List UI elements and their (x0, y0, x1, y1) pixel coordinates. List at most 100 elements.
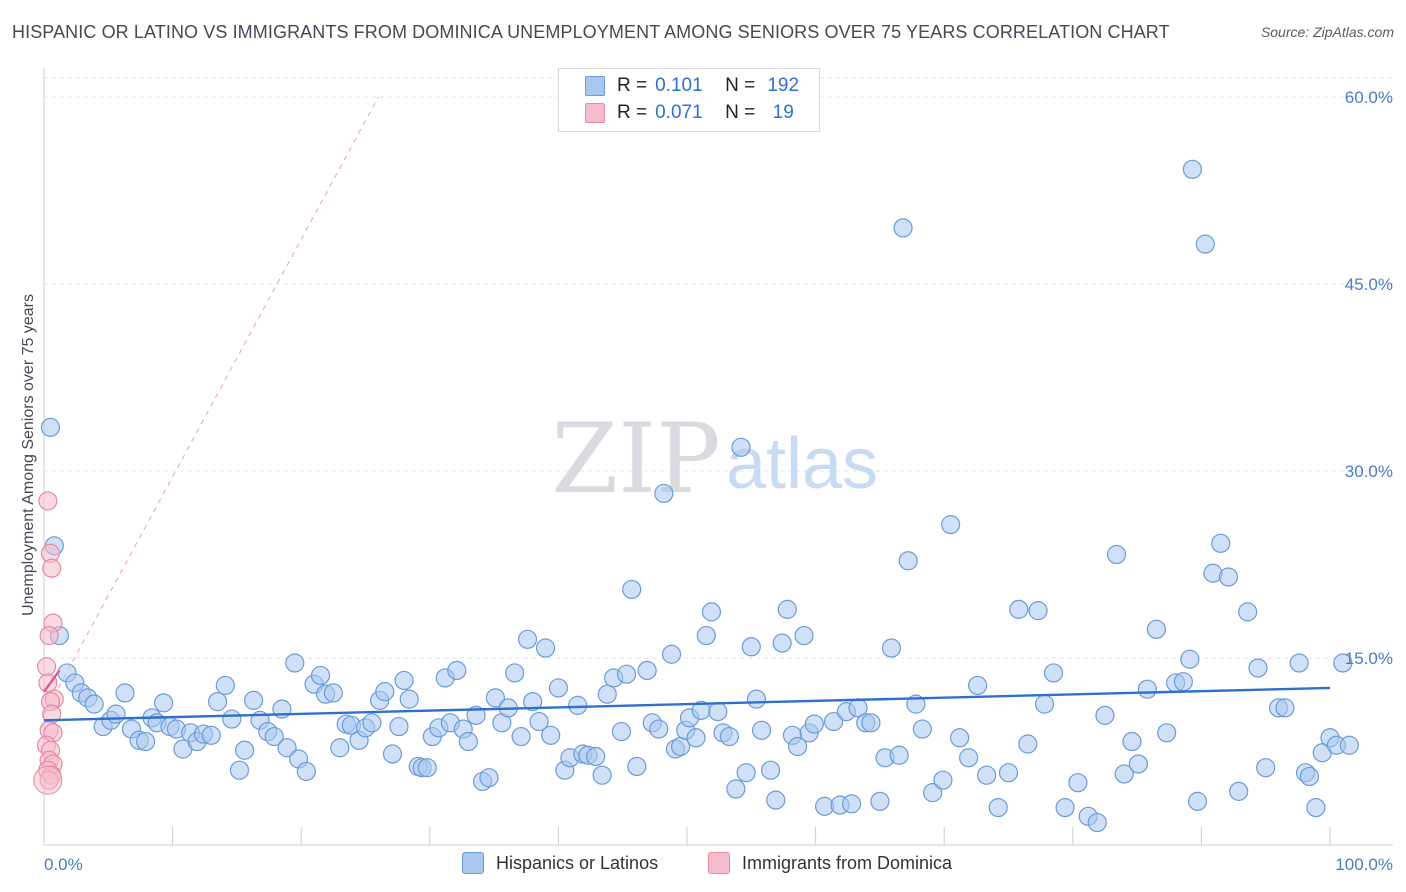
legend-r-value: 0.071 (655, 102, 703, 123)
legend-swatch-blue (462, 852, 484, 874)
data-point-hispanic (923, 783, 943, 803)
data-point-hispanic (912, 719, 932, 739)
data-point-hispanic (1339, 735, 1359, 755)
data-point-hispanic (264, 726, 284, 747)
data-point-hispanic (1009, 599, 1029, 619)
data-point-hispanic (106, 704, 126, 724)
y-axis-label: Unemployment Among Seniors over 75 years (20, 294, 37, 616)
data-point-hispanic (1218, 567, 1239, 587)
data-point-hispanic (1299, 766, 1320, 787)
data-point-hispanic (941, 515, 961, 535)
data-point-hispanic (794, 625, 814, 646)
data-point-hispanic (1146, 619, 1166, 639)
data-point-hispanic (244, 690, 264, 710)
data-point-hispanic (1095, 705, 1115, 725)
data-point-hispanic (889, 745, 909, 765)
data-point-hispanic (479, 768, 499, 788)
data-point-hispanic (1333, 653, 1353, 673)
data-point-hispanic (115, 683, 135, 703)
data-point-hispanic (1289, 653, 1309, 673)
data-point-hispanic (1137, 679, 1157, 699)
data-point-hispanic (998, 763, 1019, 783)
data-point-hispanic (959, 748, 979, 768)
y-tick-label: 45.0% (1345, 275, 1393, 294)
data-point-hispanic (1157, 723, 1177, 743)
source-label: Source: ZipAtlas.com (1260, 24, 1394, 40)
data-point-hispanic (1173, 672, 1193, 692)
data-point-hispanic (766, 790, 786, 810)
trend-line-dominica (43, 669, 61, 693)
data-point-hispanic (517, 629, 538, 649)
data-point-hispanic (394, 670, 414, 691)
data-point-hispanic (505, 663, 525, 683)
data-point-hispanic (654, 483, 674, 504)
data-point-hispanic (977, 765, 997, 785)
data-point-hispanic (741, 637, 761, 657)
data-point-hispanic (1128, 754, 1148, 774)
data-point-hispanic (330, 738, 350, 758)
data-point-hispanic (1256, 758, 1276, 778)
data-point-hispanic (296, 761, 316, 782)
data-point-hispanic (1248, 658, 1268, 678)
x-tick-max: 100.0% (1335, 855, 1393, 874)
data-point-hispanic (726, 779, 746, 799)
data-point-hispanic (529, 711, 549, 732)
reference-line-dashed (43, 96, 379, 715)
data-point-hispanic (760, 760, 781, 780)
data-point-hispanic (1238, 602, 1258, 622)
legend-label-dominica: Immigrants from Dominica (742, 852, 953, 873)
data-point-dominica (39, 625, 59, 646)
data-point-hispanic (627, 756, 647, 777)
data-point-hispanic (399, 689, 419, 709)
x-tick-min: 0.0% (44, 855, 83, 874)
data-point-hispanic (375, 682, 395, 702)
y-tick-label: 60.0% (1345, 88, 1393, 107)
trend-line-hispanics (43, 686, 1331, 722)
chart-title: HISPANIC OR LATINO VS IMMIGRANTS FROM DO… (12, 22, 1170, 42)
data-point-hispanic (568, 695, 588, 715)
data-point-hispanic (708, 702, 728, 722)
legend-swatch-pink (585, 103, 605, 123)
watermark-zip: ZIP (551, 403, 720, 515)
legend-swatch-pink (708, 852, 730, 874)
data-point-hispanic (1180, 649, 1200, 669)
data-point-hispanic (787, 736, 808, 757)
data-point-hispanic (1043, 663, 1064, 683)
data-point-hispanic (898, 551, 918, 571)
legend-r-value: 0.101 (655, 75, 703, 96)
data-point-hispanic (861, 713, 881, 733)
data-point-hispanic (824, 711, 844, 732)
data-point-hispanic (933, 770, 953, 790)
data-point-hispanic (696, 625, 716, 646)
legend-r-label: R = (617, 102, 648, 123)
legend-item-hispanics: Hispanics or Latinos (462, 852, 658, 874)
data-point-hispanic (362, 713, 382, 733)
series-dominica-points (33, 491, 64, 795)
data-point-hispanic (285, 653, 305, 673)
data-point-hispanic (804, 714, 824, 734)
legend-n-value: 19 (772, 102, 794, 123)
data-point-hispanic (622, 579, 642, 600)
data-point-hispanic (1055, 797, 1075, 818)
data-point-hispanic (382, 744, 403, 764)
correlation-legend: R = 0.101 N = 192 R = 0.071 N = 19 (558, 68, 820, 132)
trend-lines (43, 669, 1331, 722)
data-point-hispanic (523, 692, 543, 712)
data-point-hispanic (153, 693, 174, 713)
data-point-hispanic (950, 728, 970, 748)
data-point-hispanic (535, 638, 556, 658)
data-point-hispanic (1211, 533, 1231, 553)
data-point-hispanic (661, 644, 682, 664)
data-point-hispanic (1034, 694, 1055, 714)
data-point-hispanic (893, 218, 913, 238)
reference-line (43, 96, 379, 715)
data-point-hispanic (466, 705, 486, 725)
data-point-hispanic (541, 725, 561, 745)
data-point-hispanic (751, 720, 772, 740)
legend-swatch-blue (585, 76, 605, 96)
data-point-hispanic (1195, 234, 1215, 254)
data-point-hispanic (1114, 764, 1134, 784)
legend-n-label: N = (725, 102, 756, 123)
data-point-hispanic (548, 678, 569, 698)
